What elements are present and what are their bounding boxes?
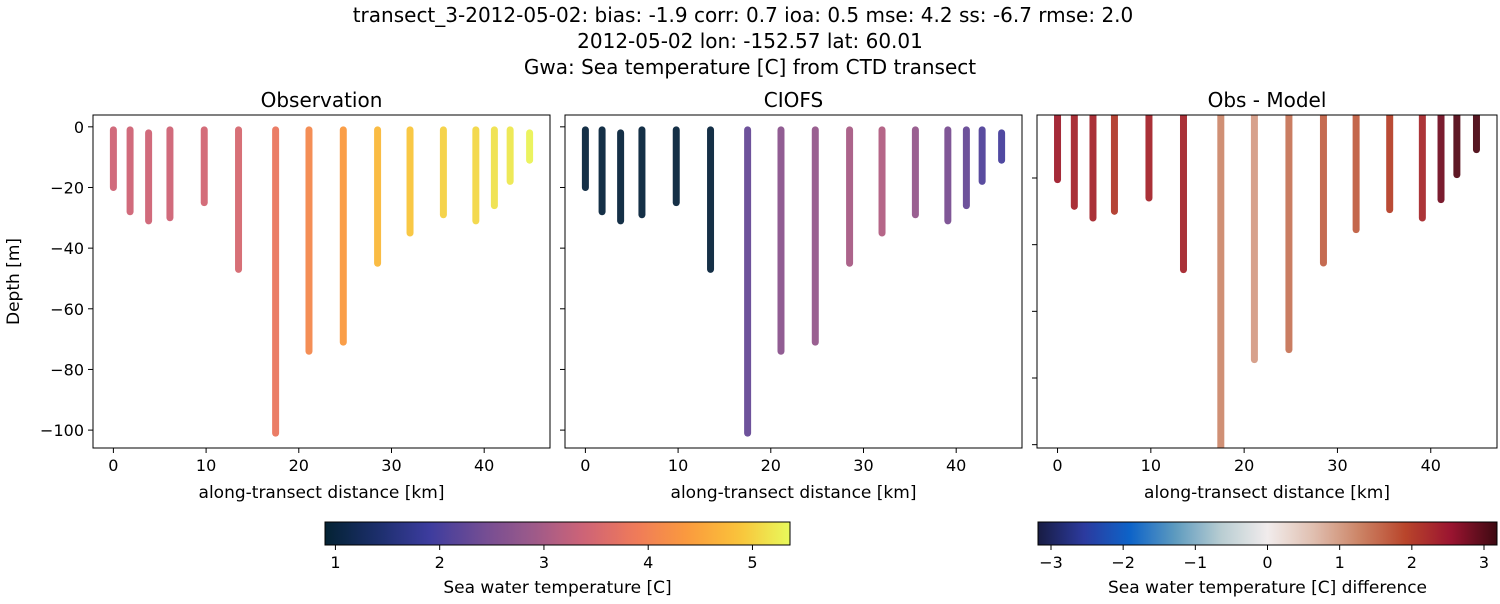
colorbar-gradient [1037, 521, 1498, 546]
panel-observation: Observation 0 10 20 30 40 0 −20 −40 −60 −80 −100 alo… [4, 88, 551, 503]
y-tick-label: −100 [40, 421, 84, 440]
axes-frame [1036, 114, 1498, 449]
y-tick-label: 0 [74, 118, 84, 137]
x-tick-label: 0 [580, 456, 590, 475]
x-tick-label: 20 [761, 456, 781, 475]
x-tick-label: 40 [946, 456, 966, 475]
x-tick-label: 0 [1052, 456, 1062, 475]
panel-ciofs: CIOFS 0 10 20 30 40 along-transect distance [k… [560, 88, 1023, 503]
colorbar-tick-label: −3 [1039, 553, 1063, 572]
x-axis-label: along-transect distance [km] [1144, 483, 1390, 503]
colorbar-label: Sea water temperature [C] difference [1108, 578, 1427, 598]
colorbar-tick-label: 2 [435, 553, 445, 572]
colorbar-tick-label: −2 [1111, 553, 1135, 572]
colorbar-tick-label: 5 [747, 553, 757, 572]
y-tick-label: −40 [50, 239, 84, 258]
x-tick-label: 10 [196, 456, 216, 475]
colorbar-label: Sea water temperature [C] [443, 578, 671, 598]
axes-title: Observation [261, 88, 383, 112]
colorbar-tick-label: 3 [1479, 553, 1489, 572]
x-tick-label: 30 [853, 456, 873, 475]
colorbar-tick-label: 3 [539, 553, 549, 572]
x-tick-label: 10 [668, 456, 688, 475]
x-axis-label: along-transect distance [km] [199, 483, 445, 503]
figure-title: transect_3-2012-05-02: bias: -1.9 corr: … [353, 3, 1134, 79]
data-points [109, 126, 534, 437]
x-tick-label: 20 [1234, 456, 1254, 475]
x-tick-label: 40 [474, 456, 494, 475]
x-tick-label: 30 [1327, 456, 1347, 475]
colorbar-tick-label: 1 [330, 553, 340, 572]
data-points [581, 126, 1006, 437]
axes-title: CIOFS [764, 88, 823, 112]
colorbar-tick-label: 2 [1407, 553, 1417, 572]
title-line-2: 2012-05-02 lon: -152.57 lat: 60.01 [577, 29, 923, 53]
colorbar-tick-label: 4 [643, 553, 653, 572]
title-line-3: Gwa: Sea temperature [C] from CTD transe… [524, 55, 976, 79]
x-tick-label: 30 [381, 456, 401, 475]
title-line-1: transect_3-2012-05-02: bias: -1.9 corr: … [353, 3, 1134, 27]
y-tick-label: −20 [50, 178, 84, 197]
colorbar-tick-label: 0 [1262, 553, 1272, 572]
y-tick-label: −80 [50, 360, 84, 379]
axes-title: Obs - Model [1208, 88, 1327, 112]
y-tick-label: −60 [50, 300, 84, 319]
axes-frame [92, 114, 551, 449]
axes-frame [564, 114, 1023, 449]
data-points [1054, 115, 1480, 448]
y-axis-label: Depth [m] [4, 238, 24, 325]
colorbar-gradient [324, 521, 791, 546]
colorbar-tick-label: 1 [1335, 553, 1345, 572]
x-tick-label: 20 [289, 456, 309, 475]
x-tick-label: 40 [1421, 456, 1441, 475]
panel-obs-model: Obs - Model 0 10 20 30 40 along-transect dista… [1032, 88, 1498, 503]
colorbar-thermal: 1 2 3 4 5 Sea water temperature [C] [324, 521, 791, 598]
x-tick-label: 10 [1141, 456, 1161, 475]
colorbar-tick-label: −1 [1184, 553, 1208, 572]
colorbar-balance: −3 −2 −1 0 1 2 3 Sea water temperature [C] diff… [1037, 521, 1498, 598]
x-axis-label: along-transect distance [km] [671, 483, 917, 503]
x-tick-label: 0 [108, 456, 118, 475]
